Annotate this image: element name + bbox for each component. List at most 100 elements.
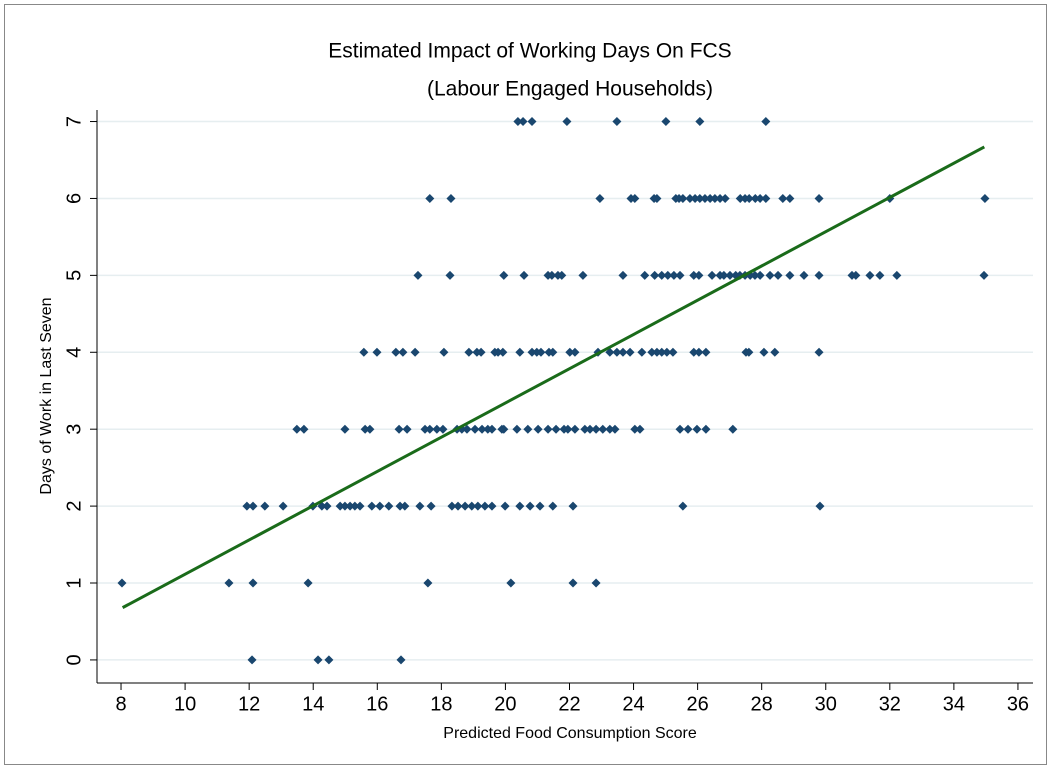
point	[695, 193, 705, 203]
point	[689, 347, 699, 357]
point	[335, 501, 345, 511]
fit-line	[121, 145, 986, 609]
point	[548, 347, 558, 357]
point	[630, 193, 640, 203]
point	[260, 501, 270, 511]
point	[438, 424, 448, 434]
point	[506, 578, 516, 588]
point	[292, 424, 302, 434]
point	[640, 270, 650, 280]
point	[345, 501, 355, 511]
point	[785, 193, 795, 203]
point	[557, 270, 567, 280]
point	[661, 117, 671, 127]
point	[630, 424, 640, 434]
point	[535, 501, 545, 511]
point	[303, 578, 313, 588]
point	[519, 270, 529, 280]
point	[683, 424, 693, 434]
point	[591, 424, 601, 434]
point	[224, 578, 234, 588]
x-tick-label: 12	[238, 693, 260, 715]
x-tick-label: 30	[815, 693, 837, 715]
point	[744, 193, 754, 203]
point	[527, 117, 537, 127]
point	[367, 501, 377, 511]
point	[425, 193, 435, 203]
point	[635, 424, 645, 434]
point	[426, 501, 436, 511]
point	[663, 270, 673, 280]
point	[728, 424, 738, 434]
point	[420, 424, 430, 434]
point	[814, 270, 824, 280]
x-tick-label: 10	[174, 693, 196, 715]
point	[694, 270, 704, 280]
y-tick-label: 3	[63, 424, 85, 435]
point	[391, 347, 401, 357]
point	[360, 424, 370, 434]
point	[875, 270, 885, 280]
point	[413, 270, 423, 280]
point	[415, 501, 425, 511]
point	[701, 424, 711, 434]
point	[299, 424, 309, 434]
point	[568, 501, 578, 511]
point	[498, 347, 508, 357]
x-tick-label: 34	[943, 693, 965, 715]
point	[402, 424, 412, 434]
point	[678, 501, 688, 511]
point	[445, 270, 455, 280]
point	[692, 424, 702, 434]
y-axis-title: Days of Work in Last Seven	[38, 297, 55, 494]
x-tick-label: 16	[366, 693, 388, 715]
point	[761, 117, 771, 127]
point	[580, 424, 590, 434]
point	[395, 501, 405, 511]
point	[247, 655, 257, 665]
point	[773, 270, 783, 280]
point	[750, 270, 760, 280]
point	[464, 347, 474, 357]
point	[650, 270, 660, 280]
point	[652, 347, 662, 357]
point	[477, 424, 487, 434]
point	[570, 347, 580, 357]
x-tick-label: 28	[751, 693, 773, 715]
point	[499, 270, 509, 280]
x-tick-label: 36	[1007, 693, 1029, 715]
point	[467, 501, 477, 511]
point	[694, 347, 704, 357]
point	[410, 347, 420, 357]
y-tick-label: 5	[63, 270, 85, 281]
point	[715, 193, 725, 203]
point	[652, 193, 662, 203]
point	[513, 117, 523, 127]
x-tick-label: 8	[115, 693, 126, 715]
point	[460, 501, 470, 511]
point	[446, 193, 456, 203]
point	[578, 270, 588, 280]
y-tick-label: 1	[63, 577, 85, 588]
point	[612, 347, 622, 357]
point	[662, 347, 672, 357]
point	[591, 578, 601, 588]
point	[499, 424, 509, 434]
point	[359, 347, 369, 357]
point	[618, 347, 628, 357]
point	[695, 117, 705, 127]
point	[515, 347, 525, 357]
point	[340, 424, 350, 434]
x-tick-label: 32	[879, 693, 901, 715]
point	[523, 424, 533, 434]
point	[612, 117, 622, 127]
y-tick-label: 0	[63, 654, 85, 665]
point	[548, 501, 558, 511]
point	[425, 424, 435, 434]
point	[551, 424, 561, 434]
point	[979, 270, 989, 280]
point	[701, 347, 711, 357]
point	[700, 193, 710, 203]
